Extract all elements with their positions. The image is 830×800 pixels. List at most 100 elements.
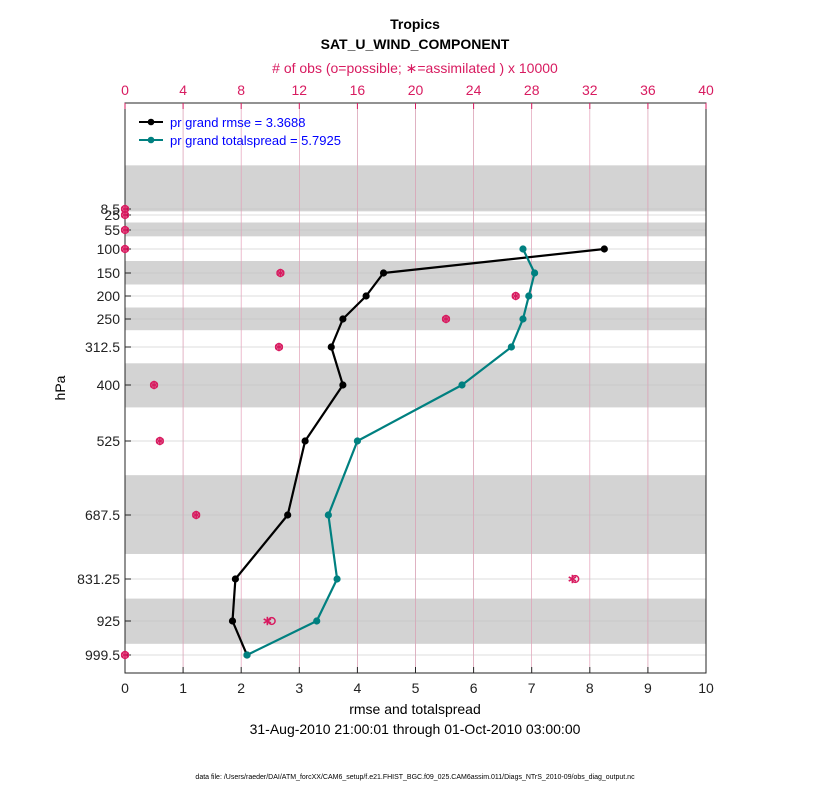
series-1-point xyxy=(324,511,332,519)
series-0-point xyxy=(362,292,370,300)
top-tick-label: 36 xyxy=(640,82,656,98)
top-tick-label: 32 xyxy=(582,82,598,98)
bottom-tick-label: 2 xyxy=(237,680,245,696)
top-tick-label: 12 xyxy=(292,82,308,98)
series-1-point xyxy=(507,343,515,351)
date-range-label: 31-Aug-2010 21:00:01 through 01-Oct-2010… xyxy=(250,721,581,737)
series-1-point xyxy=(353,437,361,445)
asterisk-stroke xyxy=(150,382,159,388)
obs-assimilated-marker xyxy=(120,225,130,235)
series-0-point xyxy=(231,575,239,583)
y-tick-label: 312.5 xyxy=(85,339,120,355)
obs-assimilated-marker xyxy=(120,210,130,220)
obs-assimilated-marker xyxy=(120,244,130,254)
obs-assimilated-marker xyxy=(276,268,285,278)
asterisk-stroke xyxy=(120,206,130,212)
asterisk-stroke xyxy=(276,270,285,276)
bottom-tick-label: 5 xyxy=(412,680,420,696)
series-1-point xyxy=(519,315,527,323)
y-tick-label: 925 xyxy=(97,613,121,629)
series-0-point xyxy=(284,511,292,519)
asterisk-stroke xyxy=(120,652,130,658)
obs-assimilated-marker xyxy=(263,616,272,626)
obs-assimilated-marker xyxy=(568,574,577,584)
bottom-tick-label: 4 xyxy=(354,680,362,696)
series-1-point xyxy=(333,575,341,583)
asterisk-stroke xyxy=(192,512,201,518)
asterisk-stroke xyxy=(441,316,451,322)
y-tick-label: 525 xyxy=(97,433,121,449)
bottom-tick-label: 8 xyxy=(586,680,594,696)
asterisk-stroke xyxy=(274,344,284,350)
grid-lines xyxy=(125,103,706,673)
series-1-point xyxy=(313,617,321,625)
y-axis-label: hPa xyxy=(52,375,68,400)
bottom-tick-label: 1 xyxy=(179,680,187,696)
asterisk-stroke xyxy=(511,293,520,299)
top-axis-label: # of obs (o=possible; ∗=assimilated ) x … xyxy=(272,60,558,76)
legend-rmse-label: pr grand rmse = 3.3688 xyxy=(170,115,306,130)
obs-assimilated-marker xyxy=(441,314,451,324)
series-0-point xyxy=(600,245,608,253)
obs-assimilated-marker xyxy=(192,510,201,520)
y-tick-label: 100 xyxy=(97,241,121,257)
bottom-tick-label: 3 xyxy=(295,680,303,696)
chart-subtitle: SAT_U_WIND_COMPONENT xyxy=(321,36,510,52)
legend-spread-marker xyxy=(147,136,155,144)
bottom-tick-label: 10 xyxy=(698,680,714,696)
y-tick-label: 55 xyxy=(104,222,120,238)
axis-ticks: 0 1 2 3 4 5 6 7 8 9 100 4 8 12 16 20 24 28 32 36 408.5255510… xyxy=(77,82,714,696)
asterisk-stroke xyxy=(568,576,577,582)
obs-assimilated-marker xyxy=(150,380,159,390)
observation-count-markers xyxy=(120,204,580,660)
series-0-point xyxy=(339,315,347,323)
y-tick-label: 687.5 xyxy=(85,507,120,523)
obs-assimilated-marker xyxy=(511,291,520,301)
legend: pr grand rmse = 3.3688 pr grand totalspr… xyxy=(139,115,341,148)
legend-spread-label: pr grand totalspread = 5.7925 xyxy=(170,133,341,148)
top-tick-label: 20 xyxy=(408,82,424,98)
series-0-point xyxy=(228,617,237,625)
chart-title: Tropics xyxy=(390,16,440,32)
asterisk-stroke xyxy=(120,212,130,218)
series-1-point xyxy=(525,292,533,300)
series-1-point xyxy=(519,245,527,253)
top-tick-label: 8 xyxy=(237,82,245,98)
series-1-point xyxy=(243,651,251,659)
asterisk-stroke xyxy=(263,618,272,624)
obs-assimilated-marker xyxy=(274,342,284,352)
data-file-footnote: data file: /Users/raeder/DAI/ATM_forcXX/… xyxy=(195,774,635,781)
bottom-tick-label: 0 xyxy=(121,680,129,696)
asterisk-stroke xyxy=(120,227,130,233)
y-tick-label: 250 xyxy=(97,311,121,327)
top-tick-label: 24 xyxy=(466,82,482,98)
y-tick-label: 200 xyxy=(97,288,121,304)
series-1-point xyxy=(458,381,466,389)
bottom-tick-label: 7 xyxy=(528,680,536,696)
y-tick-label: 400 xyxy=(97,377,121,393)
obs-assimilated-marker xyxy=(155,436,164,446)
y-tick-label: 8.5 xyxy=(101,201,121,217)
asterisk-stroke xyxy=(155,438,164,444)
obs-assimilated-marker xyxy=(120,650,130,660)
series-1-point xyxy=(531,269,539,277)
top-tick-label: 40 xyxy=(698,82,714,98)
top-tick-label: 0 xyxy=(121,82,129,98)
top-tick-label: 4 xyxy=(179,82,187,98)
y-tick-label: 831.25 xyxy=(77,571,120,587)
series-0-point xyxy=(301,437,309,445)
y-tick-label: 999.5 xyxy=(85,647,120,663)
x-axis-label: rmse and totalspread xyxy=(349,701,481,717)
asterisk-stroke xyxy=(120,246,130,252)
bottom-tick-label: 6 xyxy=(470,680,478,696)
legend-rmse-marker xyxy=(147,118,155,126)
top-tick-label: 28 xyxy=(524,82,540,98)
series-0-point xyxy=(327,343,335,351)
y-tick-label: 25 xyxy=(104,207,120,223)
top-tick-label: 16 xyxy=(350,82,366,98)
series-points xyxy=(228,245,608,659)
y-tick-label: 150 xyxy=(97,265,121,281)
bottom-tick-label: 9 xyxy=(644,680,652,696)
series-0-point xyxy=(379,269,388,277)
